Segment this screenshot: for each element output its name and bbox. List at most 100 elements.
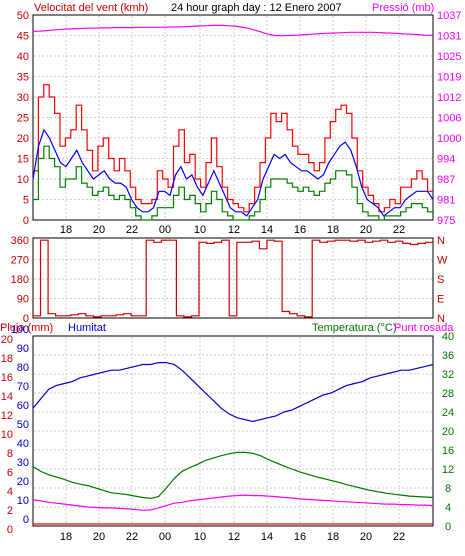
compass-tick-label: N (437, 235, 445, 247)
wind-tick-label: 0 (23, 215, 29, 227)
x-tick-label: 18 (327, 224, 339, 236)
rain-tick-label: 20 (1, 334, 13, 346)
humidity-series (32, 362, 434, 423)
x-tick-label: 18 (60, 531, 72, 543)
temperature-tick-label: 20 (442, 426, 454, 438)
temperature-tick-label: 32 (442, 369, 454, 381)
temperature-tick-label: 40 (442, 331, 454, 343)
rain-tick-label: 16 (1, 372, 13, 384)
rain-tick-label: 12 (1, 410, 13, 422)
weather-plot-area (32, 335, 434, 527)
temperature-axis-label: Temperatura (°C) (312, 322, 396, 334)
direction-plot-area (32, 237, 434, 319)
rain-axis-label: Pluja (mm) (0, 322, 53, 334)
x-tick-label: 12 (228, 531, 240, 543)
temperature-tick-label: 8 (445, 483, 451, 495)
x-tick-label: 10 (194, 224, 206, 236)
rain-tick-label: 2 (7, 505, 13, 517)
humidity-tick-label: 100 (11, 324, 29, 336)
x-tick-label: 20 (360, 224, 372, 236)
pressure-axis-label: Pressió (mb) (372, 2, 434, 14)
wind-tick-label: 25 (17, 113, 29, 125)
humidity-tick-label: 20 (17, 476, 29, 488)
wind-axis-label: Velocitat del vent (kmh) (34, 2, 148, 14)
pressure-tick-label: 994 (437, 154, 455, 166)
wind-tick-label: 30 (17, 92, 29, 104)
pressure-tick-label: 1031 (437, 31, 461, 43)
wind-tick-label: 10 (17, 174, 29, 186)
wind-tick-label: 5 (23, 195, 29, 207)
humidity-tick-label: 40 (17, 438, 29, 450)
dewpoint-series (32, 494, 434, 511)
x-tick-label: 00 (159, 224, 171, 236)
rain-tick-label: 14 (1, 391, 13, 403)
wind-direction-series (33, 239, 433, 318)
wind-tick-label: 50 (17, 10, 29, 22)
wind-average-series (32, 128, 434, 217)
x-tick-label: 22 (393, 224, 405, 236)
temperature-tick-label: 36 (442, 350, 454, 362)
x-tick-label: 10 (194, 531, 206, 543)
x-tick-label: 22 (126, 224, 138, 236)
rain-tick-label: 0 (7, 524, 13, 536)
temperature-series (32, 451, 434, 500)
temperature-tick-label: 4 (445, 502, 451, 514)
rain-tick-label: 10 (1, 429, 13, 441)
pressure-tick-label: 1000 (437, 133, 461, 145)
pressure-tick-label: 1025 (437, 51, 461, 63)
x-tick-label: 18 (60, 224, 72, 236)
wind-tick-label: 40 (17, 51, 29, 63)
x-tick-label: 00 (159, 531, 171, 543)
x-tick-label: 18 (327, 531, 339, 543)
wind-tick-label: 15 (17, 154, 29, 166)
x-tick-label: 14 (261, 531, 273, 543)
rain-tick-label: 18 (1, 353, 13, 365)
temperature-tick-label: 24 (442, 407, 454, 419)
chart-title: 24 hour graph day : 12 Enero 2007 (171, 2, 342, 14)
humidity-tick-label: 80 (17, 362, 29, 374)
wind-low-series (33, 145, 433, 221)
temperature-tick-label: 16 (442, 445, 454, 457)
wind-gust-series (33, 84, 433, 213)
direction-tick-label: 90 (17, 294, 29, 306)
humidity-tick-label: 10 (17, 495, 29, 507)
compass-tick-label: N (437, 313, 445, 325)
humidity-tick-label: 0 (23, 514, 29, 526)
wind-tick-label: 20 (17, 133, 29, 145)
series-layer (32, 24, 434, 525)
x-tick-label: 22 (393, 531, 405, 543)
direction-tick-label: 360 (11, 235, 29, 247)
temperature-tick-label: 0 (445, 521, 451, 533)
x-tick-label: 22 (126, 531, 138, 543)
compass-tick-label: S (437, 274, 444, 286)
temperature-tick-label: 12 (442, 464, 454, 476)
pressure-tick-label: 1019 (437, 72, 461, 84)
x-tick-label: 14 (261, 224, 273, 236)
pressure-tick-label: 1012 (437, 92, 461, 104)
x-tick-label: 20 (93, 531, 105, 543)
humidity-tick-label: 60 (17, 400, 29, 412)
compass-tick-label: E (437, 294, 444, 306)
x-tick-label: 12 (228, 224, 240, 236)
humidity-tick-label: 70 (17, 381, 29, 393)
direction-tick-label: 270 (11, 255, 29, 267)
wind-tick-label: 45 (17, 31, 29, 43)
temperature-tick-label: 28 (442, 388, 454, 400)
x-tick-label: 20 (360, 531, 372, 543)
dewpoint-axis-label: Punt rosada (394, 322, 454, 334)
pressure-tick-label: 975 (437, 215, 455, 227)
pressure-tick-label: 1006 (437, 113, 461, 125)
humidity-tick-label: 90 (17, 343, 29, 355)
wind-tick-label: 35 (17, 72, 29, 84)
x-tick-label: 20 (93, 224, 105, 236)
pressure-tick-label: 1037 (437, 10, 461, 22)
rain-tick-label: 8 (7, 448, 13, 460)
humidity-tick-label: 30 (17, 457, 29, 469)
humidity-axis-label: Humitat (68, 322, 106, 334)
x-tick-label: 16 (294, 531, 306, 543)
rain-tick-label: 6 (7, 467, 13, 479)
direction-tick-label: 0 (23, 313, 29, 325)
rain-tick-label: 4 (7, 486, 13, 498)
